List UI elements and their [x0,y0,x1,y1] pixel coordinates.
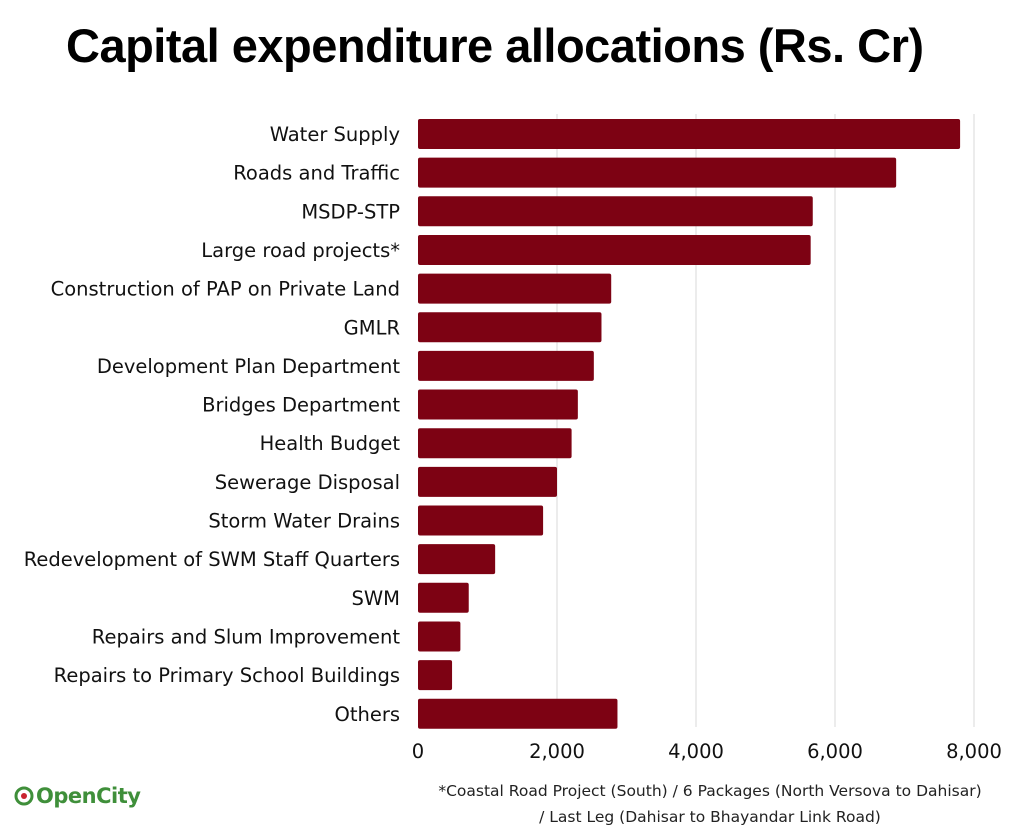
category-label: Health Budget [260,432,401,455]
category-label: Sewerage Disposal [215,471,400,494]
category-label: Repairs to Primary School Buildings [54,664,400,687]
bar [418,544,496,575]
category-label: Development Plan Department [97,355,401,378]
category-label: GMLR [344,316,400,339]
x-tick-label: 0 [412,740,424,763]
x-tick-label: 2,000 [529,740,585,763]
footnote-line-1: *Coastal Road Project (South) / 6 Packag… [438,782,982,800]
bar [418,621,461,652]
logo-text: OpenCity [36,784,141,808]
bar [418,273,612,304]
bar [418,312,602,343]
bar [418,698,618,729]
bar [418,234,811,265]
opencity-logo: OpenCity [14,784,141,808]
bar [418,505,544,536]
bar [418,582,469,613]
bar [418,196,813,227]
bar-chart: Water Supply Roads and Traffic MSDP-STP Lar… [24,114,1002,763]
bar [418,660,453,691]
category-labels: Water Supply Roads and Traffic MSDP-STP Lar… [24,123,401,726]
x-tick-label: 6,000 [807,740,863,763]
footnote-line-2: / Last Leg (Dahisar to Bhayandar Link Ro… [539,808,881,826]
x-tick-label: 8,000 [946,740,1002,763]
category-label: Roads and Traffic [233,162,400,185]
bar [418,466,557,497]
category-label: Storm Water Drains [208,510,400,533]
bar [418,389,578,420]
category-label: Bridges Department [202,394,400,417]
category-label: Large road projects* [201,239,400,262]
bar [418,428,572,459]
chart-title: Capital expenditure allocations (Rs. Cr) [66,19,924,72]
bar [418,350,594,381]
x-axis-tick-labels: 0 2,000 4,000 6,000 8,000 [412,740,1002,763]
category-label: Water Supply [270,123,400,146]
x-tick-label: 4,000 [668,740,724,763]
logo-text-city: City [96,784,141,808]
bar [418,119,961,149]
bars [418,119,961,729]
logo-text-open: Open [36,784,97,808]
category-label: Repairs and Slum Improvement [92,625,401,648]
logo-pin-icon [14,786,34,806]
category-label: Redevelopment of SWM Staff Quarters [24,548,400,571]
category-label: Others [334,703,400,726]
category-label: Construction of PAP on Private Land [51,278,400,301]
category-label: MSDP-STP [301,200,400,223]
footnote: *Coastal Road Project (South) / 6 Packag… [400,778,1020,830]
category-label: SWM [352,587,400,610]
bar [418,157,897,188]
